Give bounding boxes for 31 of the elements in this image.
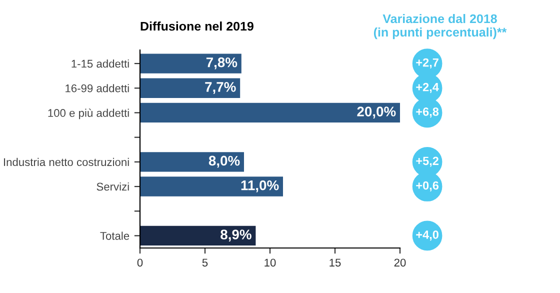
text: +2,4	[416, 82, 439, 94]
x-tick-label: 0	[137, 258, 143, 267]
y-tick-label: Industria netto costruzioni	[4, 158, 129, 166]
data-label: 7,8%	[206, 57, 238, 70]
y-tick-label: 1-15 addetti	[72, 60, 129, 68]
x-tick-label: 20	[394, 258, 406, 267]
y-tick-label: Servizi	[96, 182, 129, 191]
data-label: 8,0%	[208, 156, 240, 168]
text: +0,6	[416, 181, 439, 192]
text: +2,7	[416, 58, 438, 68]
data-label: 11,0%	[241, 180, 279, 192]
data-label: 7,7%	[205, 82, 236, 94]
bar	[140, 54, 242, 74]
bar	[140, 78, 240, 98]
text: Variazione dal 2018 (in punti percentuali)**	[374, 14, 507, 40]
x-tick-label: 15	[330, 258, 341, 267]
y-tick-label: 16-99 addetti	[66, 84, 129, 92]
x-tick-label: 10	[264, 258, 276, 267]
y-tick-label: 100 e più addetti	[48, 108, 129, 120]
text: +6,8	[416, 108, 439, 118]
text: +5,2	[416, 156, 438, 167]
bar	[140, 176, 283, 196]
bar	[140, 152, 244, 172]
bar	[140, 226, 256, 246]
text: +4,0	[416, 230, 438, 241]
data-label: 8,9%	[220, 230, 252, 242]
bar	[140, 102, 400, 123]
x-tick-label: 5	[202, 258, 208, 267]
data-label: 20,0%	[357, 106, 396, 118]
chart-title: Diffusione nel 2019	[140, 21, 254, 31]
y-tick-label: Totale	[100, 232, 130, 240]
